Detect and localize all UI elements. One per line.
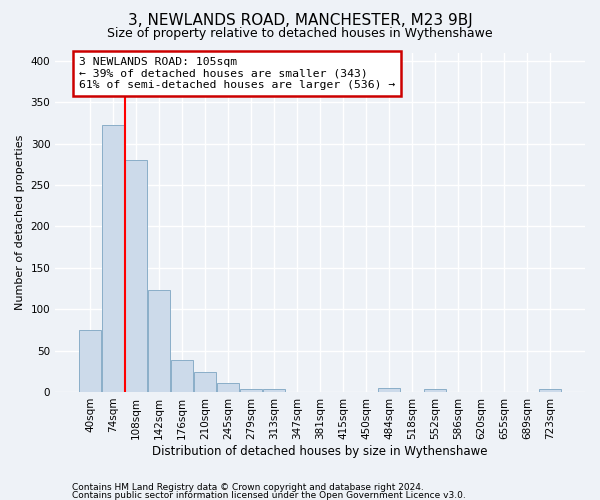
Bar: [378, 388, 400, 392]
Bar: [424, 390, 446, 392]
X-axis label: Distribution of detached houses by size in Wythenshawe: Distribution of detached houses by size …: [152, 444, 488, 458]
Bar: [539, 390, 561, 392]
Bar: [125, 160, 147, 392]
Bar: [79, 330, 101, 392]
Bar: [171, 360, 193, 392]
Bar: [263, 390, 285, 392]
Text: 3 NEWLANDS ROAD: 105sqm
← 39% of detached houses are smaller (343)
61% of semi-d: 3 NEWLANDS ROAD: 105sqm ← 39% of detache…: [79, 56, 395, 90]
Bar: [240, 388, 262, 392]
Text: Size of property relative to detached houses in Wythenshawe: Size of property relative to detached ho…: [107, 28, 493, 40]
Text: Contains public sector information licensed under the Open Government Licence v3: Contains public sector information licen…: [72, 490, 466, 500]
Bar: [217, 383, 239, 392]
Text: Contains HM Land Registry data © Crown copyright and database right 2024.: Contains HM Land Registry data © Crown c…: [72, 484, 424, 492]
Y-axis label: Number of detached properties: Number of detached properties: [15, 134, 25, 310]
Bar: [194, 372, 216, 392]
Bar: [148, 290, 170, 392]
Text: 3, NEWLANDS ROAD, MANCHESTER, M23 9BJ: 3, NEWLANDS ROAD, MANCHESTER, M23 9BJ: [128, 12, 472, 28]
Bar: [102, 124, 124, 392]
